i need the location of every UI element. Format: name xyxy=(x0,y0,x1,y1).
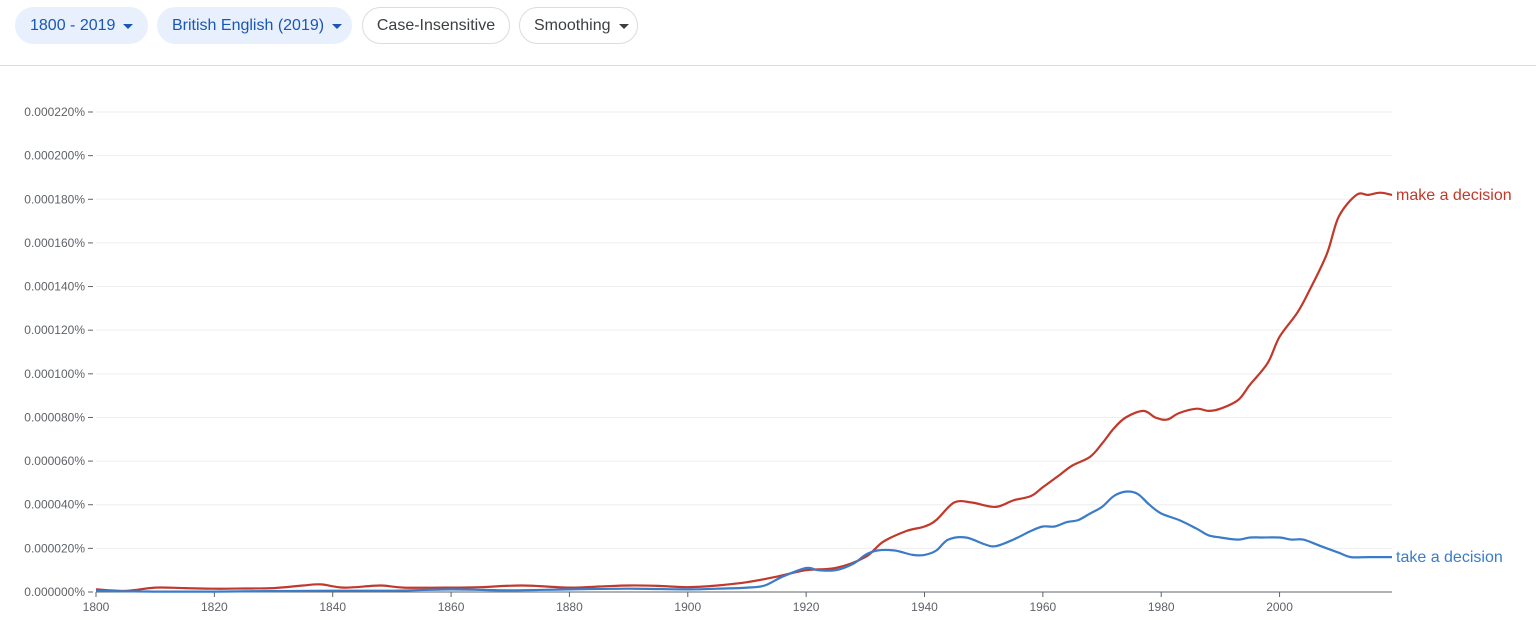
caret-down-icon xyxy=(332,24,343,29)
corpus-dropdown[interactable]: British English (2019) xyxy=(157,7,352,44)
y-tick-label: 0.000160% xyxy=(24,236,85,250)
case-insensitive-toggle[interactable]: Case-Insensitive xyxy=(362,7,510,44)
y-tick-label: 0.000040% xyxy=(24,498,85,512)
x-tick-label: 1820 xyxy=(201,600,228,614)
x-tick-label: 1960 xyxy=(1029,600,1056,614)
series-label-take-a-decision: take a decision xyxy=(1396,549,1503,566)
y-tick-label: 0.000200% xyxy=(24,149,85,163)
y-tick-label: 0.000180% xyxy=(24,192,85,206)
year-range-label: 1800 - 2019 xyxy=(30,16,116,34)
x-tick-label: 1900 xyxy=(674,600,701,614)
corpus-label: British English (2019) xyxy=(172,16,325,34)
y-axis: 0.000000% 0.000020% 0.000040% 0.000060% 0.00… xyxy=(24,105,93,599)
y-tick-label: 0.000140% xyxy=(24,280,85,294)
y-tick-label: 0.000080% xyxy=(24,410,85,424)
series-line-make-a-decision[interactable] xyxy=(95,191,1393,593)
toolbar: 1800 - 2019 British English (2019) Case-… xyxy=(0,0,1536,66)
caret-down-icon xyxy=(618,24,629,29)
x-tick-label: 2000 xyxy=(1266,600,1293,614)
x-tick-label: 1920 xyxy=(793,600,820,614)
series-line-take-a-decision[interactable] xyxy=(95,490,1392,593)
series-label-make-a-decision: make a decision xyxy=(1396,187,1512,204)
y-tick-label: 0.000000% xyxy=(24,585,85,599)
x-tick-label: 1880 xyxy=(556,600,583,614)
y-tick-label: 0.000220% xyxy=(24,105,85,119)
case-insensitive-label: Case-Insensitive xyxy=(376,16,496,34)
x-tick-label: 1980 xyxy=(1148,600,1175,614)
smoothing-label: Smoothing xyxy=(534,16,611,34)
grid-lines xyxy=(96,111,1392,549)
y-tick-label: 0.000020% xyxy=(24,541,85,555)
x-axis: 1800 1820 1840 1860 1880 1900 1920 1940 1960 1980… xyxy=(83,591,1392,614)
y-tick-label: 0.000100% xyxy=(24,367,85,381)
y-tick-label: 0.000120% xyxy=(24,323,85,337)
x-tick-label: 1800 xyxy=(83,600,110,614)
series-lines: make a decision take a decision xyxy=(95,187,1512,593)
y-tick-label: 0.000060% xyxy=(24,454,85,468)
x-tick-label: 1940 xyxy=(911,600,938,614)
ngram-line-chart: 0.000000% 0.000020% 0.000040% 0.000060% 0.00… xyxy=(24,105,1512,614)
year-range-dropdown[interactable]: 1800 - 2019 xyxy=(15,7,148,44)
smoothing-dropdown[interactable]: Smoothing xyxy=(519,7,638,44)
x-tick-label: 1860 xyxy=(438,600,465,614)
caret-down-icon xyxy=(123,24,134,29)
x-tick-label: 1840 xyxy=(319,600,346,614)
